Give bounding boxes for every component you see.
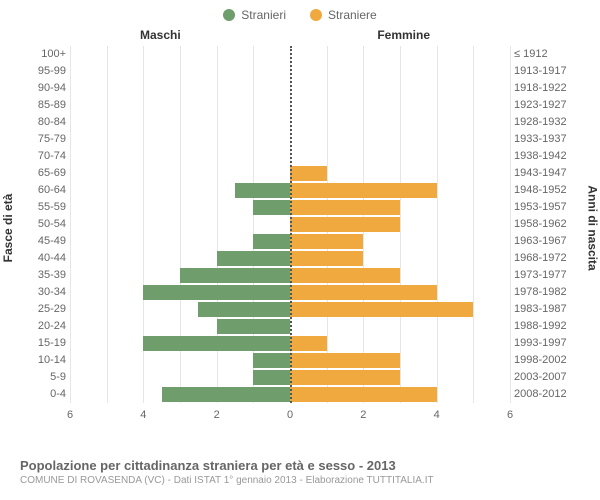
year-label: 1938-1942 xyxy=(514,150,580,162)
footer: Popolazione per cittadinanza straniera p… xyxy=(20,458,434,486)
bar-female xyxy=(290,183,437,198)
year-label: 1953-1957 xyxy=(514,201,580,213)
year-label: 1923-1927 xyxy=(514,99,580,111)
age-label: 90-94 xyxy=(20,82,66,94)
axis-label-right: Anni di nascita xyxy=(585,185,599,270)
x-tick: 6 xyxy=(67,409,73,421)
bar-female xyxy=(290,234,363,249)
footer-title: Popolazione per cittadinanza straniera p… xyxy=(20,458,434,473)
x-tick: 4 xyxy=(434,409,440,421)
bar-male xyxy=(143,285,290,300)
year-label: 1933-1937 xyxy=(514,133,580,145)
year-label: 1958-1962 xyxy=(514,218,580,230)
age-label: 80-84 xyxy=(20,116,66,128)
bar-female xyxy=(290,285,437,300)
age-label: 70-74 xyxy=(20,150,66,162)
bar-male xyxy=(162,387,290,402)
age-label: 100+ xyxy=(20,48,66,60)
year-label: 1968-1972 xyxy=(514,252,580,264)
plot: 6420246100+≤ 191295-991913-191790-941918… xyxy=(70,46,510,403)
age-label: 35-39 xyxy=(20,269,66,281)
grid-line xyxy=(510,46,511,403)
year-label: 1928-1932 xyxy=(514,116,580,128)
footer-subtitle: COMUNE DI ROVASENDA (VC) - Dati ISTAT 1°… xyxy=(20,475,434,486)
year-label: 1963-1967 xyxy=(514,235,580,247)
age-label: 20-24 xyxy=(20,320,66,332)
age-label: 5-9 xyxy=(20,371,66,383)
year-label: 1943-1947 xyxy=(514,167,580,179)
age-label: 60-64 xyxy=(20,184,66,196)
bar-male xyxy=(253,200,290,215)
age-label: 15-19 xyxy=(20,337,66,349)
chart-area: Maschi Femmine Fasce di età Anni di nasc… xyxy=(20,28,580,428)
year-label: 1988-1992 xyxy=(514,320,580,332)
bar-male xyxy=(253,370,290,385)
year-label: 1993-1997 xyxy=(514,337,580,349)
bar-female xyxy=(290,370,400,385)
bar-male xyxy=(217,319,290,334)
age-label: 40-44 xyxy=(20,252,66,264)
column-title-left: Maschi xyxy=(140,28,181,42)
age-label: 30-34 xyxy=(20,286,66,298)
age-label: 0-4 xyxy=(20,388,66,400)
bar-male xyxy=(235,183,290,198)
center-line xyxy=(290,46,292,403)
age-label: 95-99 xyxy=(20,65,66,77)
bar-female xyxy=(290,387,437,402)
year-label: 1978-1982 xyxy=(514,286,580,298)
x-tick: 0 xyxy=(287,409,293,421)
legend-label-female: Straniere xyxy=(328,8,377,22)
bar-male xyxy=(253,234,290,249)
legend-swatch-female xyxy=(310,9,322,21)
bar-female xyxy=(290,302,473,317)
year-label: 2008-2012 xyxy=(514,388,580,400)
bar-male xyxy=(217,251,290,266)
bar-female xyxy=(290,353,400,368)
legend: Stranieri Straniere xyxy=(0,0,600,22)
age-label: 55-59 xyxy=(20,201,66,213)
year-label: ≤ 1912 xyxy=(514,48,580,60)
age-label: 65-69 xyxy=(20,167,66,179)
year-label: 1913-1917 xyxy=(514,65,580,77)
age-label: 75-79 xyxy=(20,133,66,145)
bar-female xyxy=(290,217,400,232)
bar-female xyxy=(290,251,363,266)
bar-female xyxy=(290,166,327,181)
age-label: 85-89 xyxy=(20,99,66,111)
age-label: 25-29 xyxy=(20,303,66,315)
year-label: 1998-2002 xyxy=(514,354,580,366)
bar-male xyxy=(180,268,290,283)
bar-male xyxy=(143,336,290,351)
legend-item-male: Stranieri xyxy=(223,8,286,22)
x-tick: 2 xyxy=(360,409,366,421)
x-tick: 4 xyxy=(140,409,146,421)
bar-female xyxy=(290,200,400,215)
bar-female xyxy=(290,268,400,283)
year-label: 1983-1987 xyxy=(514,303,580,315)
x-tick: 6 xyxy=(507,409,513,421)
column-title-right: Femmine xyxy=(377,28,430,42)
year-label: 2003-2007 xyxy=(514,371,580,383)
age-label: 45-49 xyxy=(20,235,66,247)
axis-label-left: Fasce di età xyxy=(1,194,15,263)
x-tick: 2 xyxy=(214,409,220,421)
year-label: 1973-1977 xyxy=(514,269,580,281)
year-label: 1948-1952 xyxy=(514,184,580,196)
legend-swatch-male xyxy=(223,9,235,21)
age-label: 50-54 xyxy=(20,218,66,230)
year-label: 1918-1922 xyxy=(514,82,580,94)
legend-item-female: Straniere xyxy=(310,8,377,22)
bar-male xyxy=(253,353,290,368)
legend-label-male: Stranieri xyxy=(241,8,286,22)
bar-female xyxy=(290,336,327,351)
age-label: 10-14 xyxy=(20,354,66,366)
bar-male xyxy=(198,302,290,317)
